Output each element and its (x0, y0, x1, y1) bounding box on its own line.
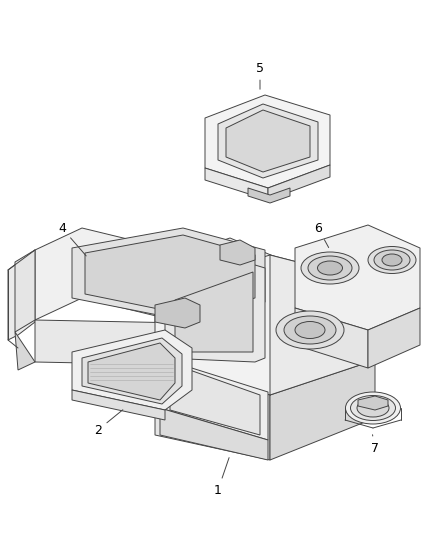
Polygon shape (358, 396, 388, 410)
Polygon shape (268, 165, 330, 200)
Ellipse shape (276, 311, 344, 349)
Ellipse shape (368, 246, 416, 273)
Ellipse shape (308, 256, 352, 280)
Polygon shape (160, 358, 268, 440)
Polygon shape (270, 255, 375, 395)
Polygon shape (35, 228, 278, 328)
Ellipse shape (382, 254, 402, 266)
Ellipse shape (318, 261, 343, 275)
Polygon shape (155, 255, 375, 395)
Polygon shape (170, 363, 260, 435)
Polygon shape (8, 250, 35, 340)
Polygon shape (368, 308, 420, 368)
Polygon shape (72, 390, 165, 420)
Polygon shape (270, 360, 375, 460)
Polygon shape (85, 235, 255, 314)
Ellipse shape (295, 321, 325, 338)
Polygon shape (155, 368, 270, 460)
Text: 6: 6 (314, 222, 328, 247)
Polygon shape (295, 308, 368, 368)
Polygon shape (72, 228, 265, 320)
Text: 7: 7 (371, 435, 379, 455)
Polygon shape (205, 95, 330, 188)
Ellipse shape (357, 399, 389, 417)
Polygon shape (88, 343, 175, 400)
Ellipse shape (346, 392, 400, 424)
Polygon shape (175, 272, 253, 352)
Polygon shape (220, 240, 255, 265)
Polygon shape (15, 332, 35, 370)
Ellipse shape (374, 250, 410, 270)
Polygon shape (35, 320, 185, 365)
Ellipse shape (301, 252, 359, 284)
Text: 2: 2 (94, 410, 123, 437)
Polygon shape (295, 225, 420, 330)
Polygon shape (72, 330, 192, 410)
Polygon shape (226, 110, 310, 172)
Ellipse shape (350, 395, 396, 421)
Polygon shape (82, 338, 182, 404)
Polygon shape (155, 298, 200, 328)
Polygon shape (160, 408, 268, 460)
Polygon shape (205, 168, 268, 200)
Polygon shape (248, 188, 290, 203)
Text: 5: 5 (256, 61, 264, 89)
Ellipse shape (284, 316, 336, 344)
Polygon shape (185, 310, 278, 365)
Polygon shape (165, 265, 265, 362)
Polygon shape (218, 104, 318, 178)
Polygon shape (15, 250, 35, 332)
Text: 1: 1 (214, 458, 229, 497)
Text: 4: 4 (58, 222, 86, 256)
